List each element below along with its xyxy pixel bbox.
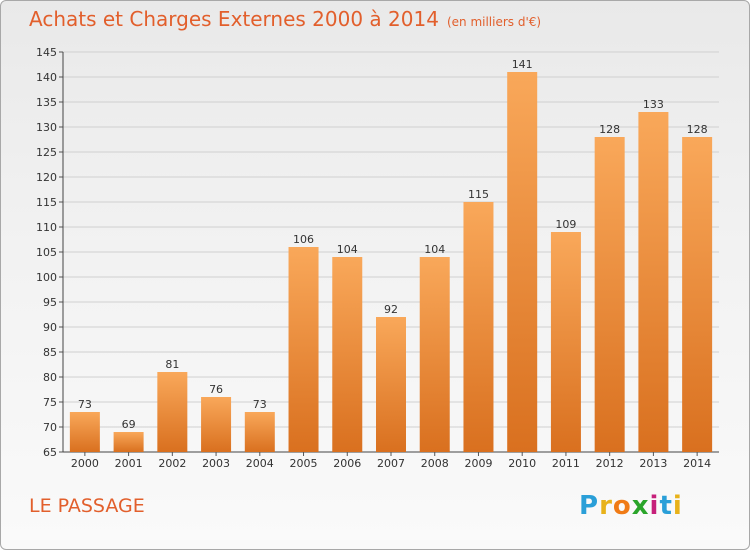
y-tick-label: 70	[43, 421, 57, 434]
chart-unit-label: (en milliers d'€)	[446, 15, 542, 29]
bar-2000	[69, 412, 100, 452]
bar-value-label: 104	[424, 243, 445, 256]
bar-2003	[201, 397, 232, 452]
y-tick-label: 65	[43, 446, 57, 459]
logo-letter: o	[612, 491, 632, 521]
bar-2006	[332, 257, 363, 452]
bar-2013	[638, 112, 669, 452]
bar-value-label: 73	[253, 398, 267, 411]
logo-letter: i	[672, 491, 683, 521]
x-tick-label: 2002	[158, 457, 186, 470]
y-tick-label: 115	[36, 196, 57, 209]
x-tick-label: 2004	[246, 457, 274, 470]
x-tick-label: 2000	[71, 457, 99, 470]
x-tick-label: 2014	[683, 457, 711, 470]
x-tick-label: 2010	[508, 457, 536, 470]
bar-value-label: 106	[293, 233, 314, 246]
chart-title: Achats et Charges Externes 2000 à 2014 (e…	[29, 7, 541, 31]
bar-value-label: 128	[599, 123, 620, 136]
bar-value-label: 141	[512, 58, 533, 71]
x-tick-label: 2012	[596, 457, 624, 470]
bar-value-label: 115	[468, 188, 489, 201]
bar-2012	[594, 137, 625, 452]
bar-value-label: 109	[555, 218, 576, 231]
y-tick-label: 105	[36, 246, 57, 259]
x-tick-labels: 2000 2001 2002 2003 2004 2005 2006 2007 2008 2009…	[71, 457, 711, 470]
y-tick-label: 120	[36, 171, 57, 184]
x-tick-label: 2011	[552, 457, 580, 470]
x-tick-label: 2013	[639, 457, 667, 470]
y-tick-label: 125	[36, 146, 57, 159]
bar-labels: 73 69 81 76 73 106 104 92 104 115 141 109 128 133 128	[78, 58, 708, 431]
commune-name: LE PASSAGE	[29, 495, 145, 517]
bar-2009	[463, 202, 494, 452]
logo-letter: x	[631, 491, 650, 521]
x-tick-label: 2003	[202, 457, 230, 470]
x-tick-label: 2005	[290, 457, 318, 470]
bar-value-label: 128	[687, 123, 708, 136]
bar-value-label: 104	[337, 243, 358, 256]
bar-2002	[157, 372, 188, 452]
x-tick-label: 2001	[115, 457, 143, 470]
x-tick-label: 2008	[421, 457, 449, 470]
y-tick-label: 140	[36, 71, 57, 84]
proxiti-logo[interactable]: Proxiti	[579, 491, 683, 521]
bar-value-label: 76	[209, 383, 223, 396]
bar-value-label: 133	[643, 98, 664, 111]
y-tick-label: 75	[43, 396, 57, 409]
x-tick-label: 2007	[377, 457, 405, 470]
logo-letter: r	[599, 491, 613, 521]
x-tick-label: 2006	[333, 457, 361, 470]
logo-letter: i	[649, 491, 660, 521]
y-tick-label: 95	[43, 296, 57, 309]
bar-value-label: 69	[122, 418, 136, 431]
y-tick-label: 85	[43, 346, 57, 359]
y-tick-label: 110	[36, 221, 57, 234]
bar-2007	[376, 317, 406, 452]
y-tick-label: 130	[36, 121, 57, 134]
chart-title-text: Achats et Charges Externes 2000 à 2014	[29, 7, 439, 31]
bar-value-label: 81	[165, 358, 179, 371]
y-tick-labels: 65 70 75 80 85 90 95 100 105 110 115 120 125 130 135 14…	[36, 46, 57, 459]
bar-2008	[419, 257, 450, 452]
bar-2011	[550, 232, 581, 452]
y-tick-label: 145	[36, 46, 57, 59]
x-tick-label: 2009	[464, 457, 492, 470]
y-tick-label: 90	[43, 321, 57, 334]
bar-2014	[682, 137, 713, 452]
y-tick-label: 135	[36, 96, 57, 109]
y-tick-label: 80	[43, 371, 57, 384]
bars	[69, 72, 713, 452]
y-tick-label: 100	[36, 271, 57, 284]
bar-2005	[288, 247, 319, 452]
logo-letter: t	[659, 491, 673, 521]
bar-2004	[244, 412, 275, 452]
bar-value-label: 92	[384, 303, 398, 316]
logo-letter: P	[579, 491, 600, 521]
bar-value-label: 73	[78, 398, 92, 411]
bar-2001	[113, 432, 144, 452]
bar-2010	[507, 72, 538, 452]
